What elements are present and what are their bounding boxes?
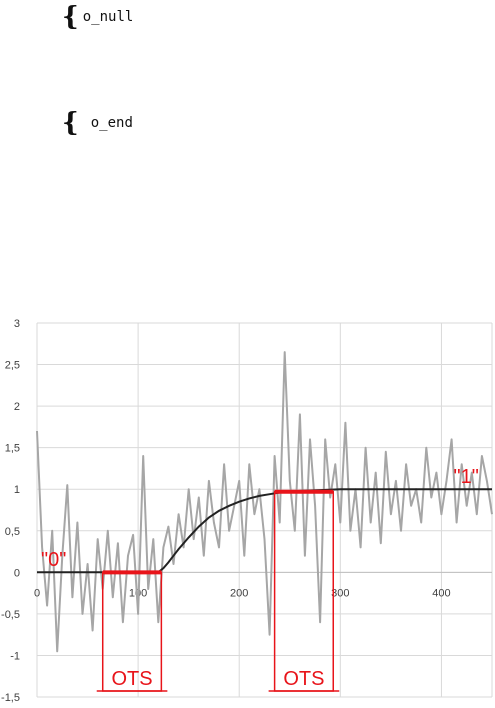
y-tick-label: 1	[14, 484, 20, 496]
y-tick-label: 2	[14, 401, 20, 413]
y-tick-label: -1	[10, 650, 20, 662]
y-tick-label: -0,5	[1, 609, 20, 621]
state-label: "0"	[41, 549, 66, 571]
y-tick-label: -1,5	[1, 692, 20, 704]
ots-label: OTS	[111, 668, 152, 690]
x-tick-label: 0	[34, 587, 40, 599]
y-tick-label: 0,5	[5, 526, 20, 538]
y-tick-label: 3	[14, 318, 20, 330]
annotation-o-null: { o_null	[62, 4, 133, 30]
x-tick-label: 400	[432, 587, 450, 599]
ots-label: OTS	[283, 668, 324, 690]
annotation-o-end: { o_end	[62, 110, 133, 136]
model-curve-line	[37, 488, 492, 574]
y-tick-label: 1,5	[5, 443, 20, 455]
left-brace-icon: {	[62, 108, 79, 138]
y-tick-label: 2,5	[5, 360, 20, 372]
left-brace-icon: {	[62, 2, 79, 32]
x-tick-label: 200	[230, 587, 248, 599]
state-label: "1"	[454, 466, 479, 488]
noisy-signal-line	[36, 351, 493, 653]
annotation-o-null-text: o_null	[82, 9, 134, 25]
x-tick-label: 300	[331, 587, 349, 599]
annotation-o-end-text: o_end	[90, 115, 133, 131]
y-tick-label: 0	[14, 567, 20, 579]
